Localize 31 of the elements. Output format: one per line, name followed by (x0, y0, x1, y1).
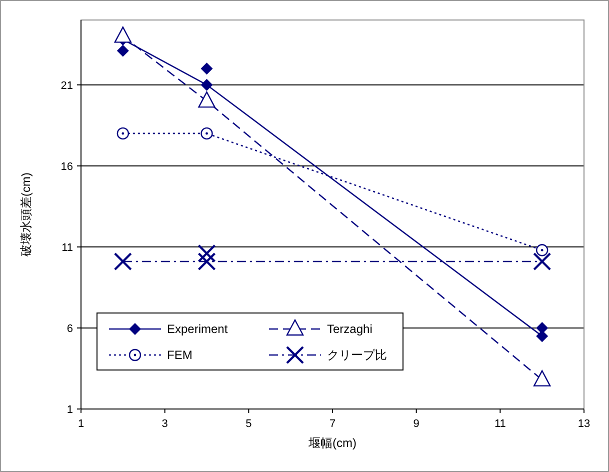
x-tick-label: 3 (162, 418, 168, 430)
y-axis-title: 破壊水頭差(cm) (19, 172, 33, 258)
point (200, 127, 213, 140)
x-tick-label: 11 (494, 418, 506, 430)
point (536, 244, 548, 256)
legend-label: FEM (167, 348, 192, 362)
x-tick-label: 5 (246, 418, 252, 430)
y-tick-label: 21 (60, 80, 73, 92)
x-tick-label: 7 (329, 418, 336, 430)
x-axis-title: 堰幅(cm) (308, 436, 356, 450)
point (198, 252, 216, 271)
point (114, 252, 132, 271)
y-tick-label: 6 (66, 322, 73, 335)
legend-label: クリープ比 (327, 348, 387, 362)
y-tick-label: 11 (62, 242, 73, 254)
point (114, 26, 132, 43)
point (200, 78, 213, 91)
y-tick-label: 1 (66, 404, 73, 416)
point (198, 244, 216, 262)
x-tick-label: 1 (78, 418, 84, 430)
point (116, 44, 129, 57)
legend-label: Experiment (167, 322, 228, 336)
y-tick-label: 16 (60, 160, 73, 173)
point (536, 322, 548, 334)
x-tick-label: 9 (413, 418, 420, 430)
legend-label: Terzaghi (327, 322, 372, 336)
point (532, 252, 552, 271)
point (198, 91, 216, 108)
point (200, 62, 213, 75)
x-tick-label: 13 (578, 418, 590, 430)
point (116, 127, 130, 140)
